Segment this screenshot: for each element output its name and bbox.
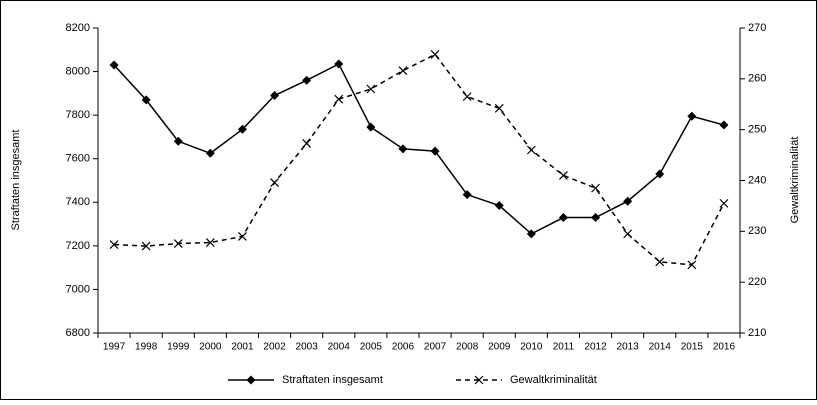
x-tick-label: 2007	[424, 342, 447, 353]
marker	[623, 196, 633, 206]
marker	[173, 239, 183, 248]
y-axis-label: Straftaten insgesamt	[10, 130, 22, 231]
marker	[205, 238, 215, 247]
y2-tick-label: 230	[748, 225, 766, 237]
marker	[366, 84, 376, 94]
marker	[334, 94, 344, 104]
x-tick-label: 2012	[584, 342, 607, 353]
marker	[334, 59, 344, 69]
y2-tick-label: 270	[748, 22, 766, 34]
marker	[655, 169, 665, 179]
marker	[591, 183, 600, 193]
x-tick-label: 2011	[553, 342, 575, 353]
x-tick-label: 2004	[328, 342, 351, 353]
marker	[430, 146, 440, 156]
marker	[173, 136, 183, 146]
marker	[623, 229, 633, 239]
marker	[591, 213, 601, 223]
marker	[687, 111, 697, 121]
marker	[559, 170, 568, 180]
x-tick-label: 2005	[360, 342, 383, 353]
x-tick-label: 2001	[231, 342, 254, 353]
marker	[238, 231, 247, 241]
marker	[109, 240, 119, 249]
y2-tick-label: 250	[748, 124, 766, 136]
y-tick-label: 7200	[66, 240, 90, 252]
marker	[719, 198, 729, 208]
marker	[205, 148, 215, 158]
marker	[526, 229, 536, 239]
x-tick-label: 1998	[135, 342, 158, 353]
legend-marker	[474, 375, 484, 385]
x-tick-label: 2010	[520, 342, 543, 353]
marker	[462, 190, 472, 200]
series-line	[113, 62, 725, 235]
x-tick-label: 2008	[456, 342, 479, 353]
x-tick-label: 2003	[296, 342, 319, 353]
legend-marker	[246, 375, 256, 385]
marker	[558, 213, 568, 223]
legend-label: Straftaten insgesamt	[282, 374, 383, 386]
marker	[141, 95, 151, 105]
x-tick-label: 2016	[713, 342, 736, 353]
y-tick-label: 8000	[66, 65, 90, 77]
marker	[270, 91, 280, 101]
y-tick-label: 7000	[66, 283, 90, 295]
y-tick-label: 7600	[66, 153, 90, 165]
marker	[526, 145, 536, 155]
marker	[302, 75, 312, 85]
x-tick-label: 1999	[167, 342, 190, 353]
y2-tick-label: 260	[748, 73, 766, 85]
y2-tick-label: 220	[748, 276, 766, 288]
x-tick-label: 2000	[199, 342, 222, 353]
marker	[687, 260, 697, 270]
marker	[719, 120, 729, 130]
marker	[398, 144, 408, 154]
y-tick-label: 7800	[66, 109, 90, 121]
x-tick-label: 1997	[103, 342, 126, 353]
marker	[141, 241, 151, 251]
x-tick-label: 2002	[263, 342, 286, 353]
marker	[494, 201, 504, 211]
marker	[655, 257, 665, 267]
marker	[398, 66, 408, 76]
marker	[270, 178, 279, 187]
marker	[462, 92, 472, 102]
marker	[366, 122, 376, 132]
y-tick-label: 7400	[66, 196, 90, 208]
y-tick-label: 6800	[66, 327, 90, 339]
series-line	[114, 53, 725, 266]
x-tick-label: 2006	[392, 342, 415, 353]
marker	[494, 103, 504, 113]
marker	[109, 60, 119, 70]
x-tick-label: 2009	[488, 342, 511, 353]
legend-label: Gewaltkriminalität	[510, 374, 597, 386]
x-tick-label: 2014	[649, 342, 672, 353]
y-tick-label: 8200	[66, 22, 90, 34]
y2-tick-label: 210	[748, 327, 766, 339]
y2-axis-label: Gewaltkriminalität	[789, 137, 801, 224]
marker	[302, 138, 312, 148]
y2-tick-label: 240	[748, 174, 766, 186]
x-tick-label: 2015	[681, 342, 704, 353]
marker	[237, 124, 247, 134]
x-tick-label: 2013	[617, 342, 640, 353]
marker	[430, 50, 440, 59]
